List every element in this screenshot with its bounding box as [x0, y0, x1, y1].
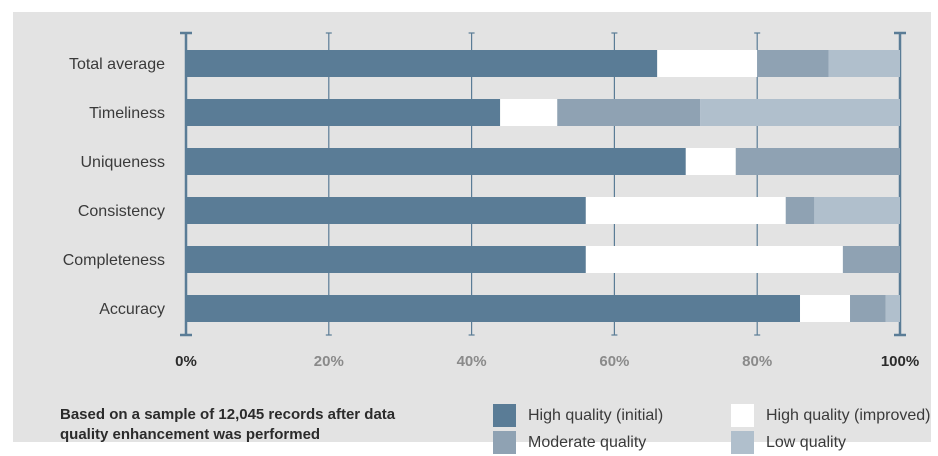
x-tick-label: 80%: [742, 353, 772, 370]
bar-segment: [186, 99, 501, 126]
bar-segment: [735, 148, 900, 175]
category-label: Consistency: [78, 203, 165, 220]
category-label: Timeliness: [89, 105, 165, 122]
bar-segment: [500, 99, 558, 126]
bar-segment: [657, 50, 758, 77]
legend-swatch: [493, 431, 516, 454]
legend-swatch: [731, 431, 754, 454]
bar-segment: [850, 295, 886, 322]
legend-item: High quality (initial): [493, 404, 663, 427]
bar-segment: [585, 197, 786, 224]
bar-segment: [814, 197, 900, 224]
bar-segment: [186, 148, 686, 175]
legend: High quality (initial) High quality (impr…: [493, 404, 933, 456]
x-tick-label: 0%: [175, 353, 197, 370]
bar-segment: [757, 50, 829, 77]
bar-segment: [186, 197, 586, 224]
bar-segment: [557, 99, 701, 126]
stacked-bar-chart: Total average Timeliness Uniqueness Consist…: [63, 31, 919, 370]
bar-segment: [700, 99, 900, 126]
x-tick-label: 60%: [599, 353, 629, 370]
category-label: Completeness: [63, 252, 165, 269]
bar-segment: [685, 148, 736, 175]
bar-segment: [800, 295, 851, 322]
bar-segment: [186, 246, 586, 273]
legend-item: Moderate quality: [493, 431, 646, 454]
legend-label: Moderate quality: [528, 433, 647, 451]
legend-label: Low quality: [766, 433, 847, 451]
category-label: Uniqueness: [81, 154, 166, 171]
bar-segment: [828, 50, 900, 77]
bar-segment: [885, 295, 900, 322]
sample-note: Based on a sample of 12,045 records afte…: [60, 406, 396, 443]
category-label: Total average: [69, 56, 165, 73]
bar-segment: [186, 295, 801, 322]
bar-segment: [585, 246, 843, 273]
bar-segment: [785, 197, 815, 224]
x-tick-label: 40%: [457, 353, 487, 370]
legend-item: High quality (improved): [731, 404, 931, 427]
legend-label: High quality (initial): [528, 406, 664, 424]
x-tick-label: 100%: [881, 353, 919, 370]
category-label: Accuracy: [99, 301, 165, 318]
x-tick-label: 20%: [314, 353, 344, 370]
legend-label: High quality (improved): [766, 406, 931, 424]
bar-segment: [186, 50, 658, 77]
chart-panel: Total average Timeliness Uniqueness Consist…: [13, 12, 931, 454]
legend-swatch: [493, 404, 516, 427]
bar-segment: [842, 246, 900, 273]
legend-swatch: [731, 404, 754, 427]
legend-item: Low quality: [731, 431, 846, 454]
